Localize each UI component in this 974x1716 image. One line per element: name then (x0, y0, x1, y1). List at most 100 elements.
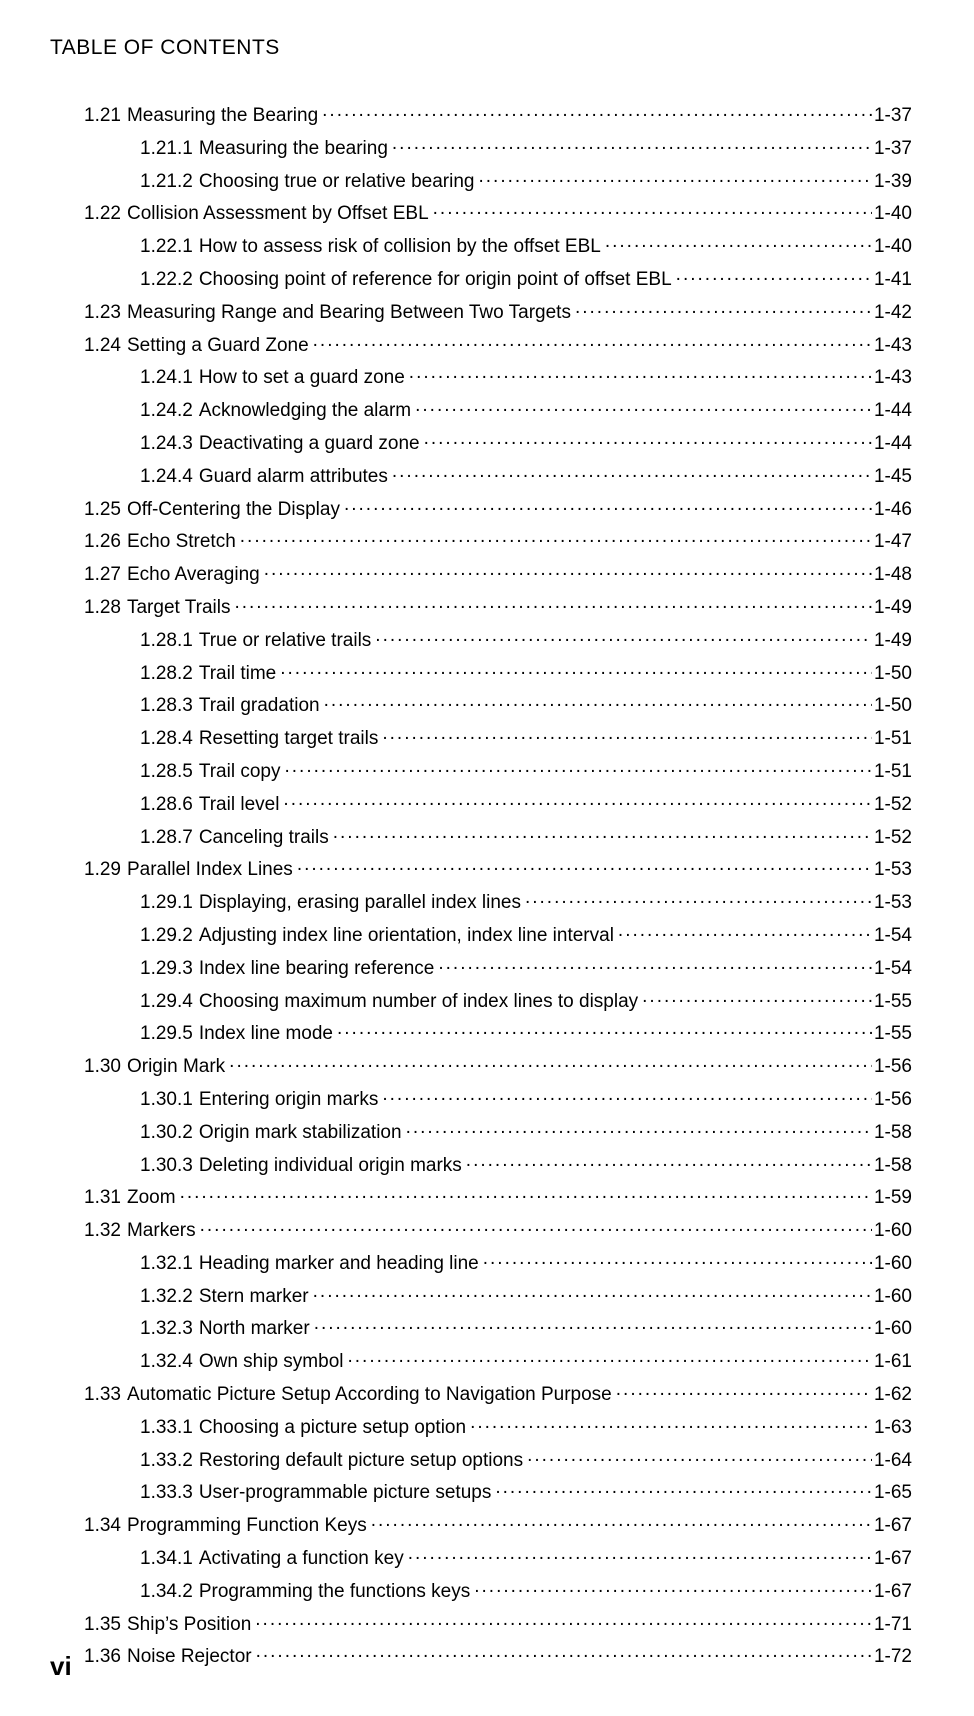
toc-entry-title: Markers (127, 1221, 196, 1240)
toc-entry-page: 1-54 (874, 959, 912, 978)
toc-entry-title: Origin mark stabilization (199, 1123, 402, 1142)
toc-entry: 1.28Target Trails1-49 (84, 594, 912, 617)
toc-entry-number: 1.33.2 (140, 1451, 193, 1470)
toc-entry: 1.22.2Choosing point of reference for or… (84, 266, 912, 289)
toc-entry-title: Trail level (199, 795, 280, 814)
toc-leader-dots (313, 332, 872, 351)
toc-entry-title: Automatic Picture Setup According to Nav… (127, 1385, 612, 1404)
toc-entry-number: 1.33 (84, 1385, 121, 1404)
toc-entry-number: 1.21 (84, 106, 121, 125)
toc-leader-dots (255, 1611, 872, 1630)
toc-entry: 1.24.2Acknowledging the alarm1-44 (84, 397, 912, 420)
toc-entry-page: 1-45 (874, 467, 912, 486)
toc-entry-page: 1-49 (874, 598, 912, 617)
toc-entry: 1.32.4Own ship symbol1-61 (84, 1348, 912, 1371)
toc-entry-title: User-programmable picture setups (199, 1483, 492, 1502)
toc-entry-title: Heading marker and heading line (199, 1254, 479, 1273)
toc-entry-number: 1.36 (84, 1647, 121, 1666)
toc-leader-dots (642, 988, 872, 1007)
toc-entry-title: Origin Mark (127, 1057, 225, 1076)
toc-entry-number: 1.32.2 (140, 1287, 193, 1306)
toc-leader-dots (483, 1250, 872, 1269)
toc-entry: 1.33.1Choosing a picture setup option1-6… (84, 1414, 912, 1437)
toc-entry-number: 1.24.4 (140, 467, 193, 486)
toc-entry-page: 1-46 (874, 500, 912, 519)
toc-entry-page: 1-56 (874, 1090, 912, 1109)
toc-leader-dots (470, 1414, 872, 1433)
toc-entry: 1.24.1How to set a guard zone1-43 (84, 364, 912, 387)
toc-leader-dots (283, 791, 872, 810)
toc-entry-page: 1-63 (874, 1418, 912, 1437)
toc-entry: 1.33.2Restoring default picture setup op… (84, 1447, 912, 1470)
toc-entry-title: Resetting target trails (199, 729, 379, 748)
toc-entry-number: 1.24 (84, 336, 121, 355)
toc-entry: 1.34Programming Function Keys1-67 (84, 1512, 912, 1535)
toc-leader-dots (575, 299, 872, 318)
toc-entry-number: 1.32 (84, 1221, 121, 1240)
toc-entry-title: North marker (199, 1319, 310, 1338)
toc-leader-dots (297, 856, 872, 875)
toc-entry-title: Echo Stretch (127, 532, 236, 551)
toc-entry: 1.29.2Adjusting index line orientation, … (84, 922, 912, 945)
toc-entry-title: Noise Rejector (127, 1647, 252, 1666)
toc-leader-dots (371, 1512, 872, 1531)
toc-entry-number: 1.30 (84, 1057, 121, 1076)
toc-leader-dots (406, 1119, 872, 1138)
toc-entry-number: 1.30.2 (140, 1123, 193, 1142)
toc-entry-number: 1.26 (84, 532, 121, 551)
toc-leader-dots (605, 233, 872, 252)
toc-entry-title: Programming the functions keys (199, 1582, 470, 1601)
toc-entry-page: 1-54 (874, 926, 912, 945)
toc-entry: 1.21Measuring the Bearing1-37 (84, 102, 912, 125)
toc-entry: 1.30.1Entering origin marks1-56 (84, 1086, 912, 1109)
toc-entry-title: Measuring the bearing (199, 139, 388, 158)
toc-entry-title: Canceling trails (199, 828, 329, 847)
toc-entry-page: 1-59 (874, 1188, 912, 1207)
toc-entry-number: 1.21.1 (140, 139, 193, 158)
toc-entry-page: 1-44 (874, 434, 912, 453)
toc-entry-title: Adjusting index line orientation, index … (199, 926, 614, 945)
toc-entry-page: 1-71 (874, 1615, 912, 1634)
toc-entry-number: 1.22.1 (140, 237, 193, 256)
toc-entry-number: 1.29.3 (140, 959, 193, 978)
toc-entry-page: 1-52 (874, 828, 912, 847)
toc-leader-dots (229, 1053, 872, 1072)
toc-leader-dots (676, 266, 872, 285)
toc-entry-number: 1.28.5 (140, 762, 193, 781)
toc-entry-number: 1.28.2 (140, 664, 193, 683)
toc-entry-number: 1.31 (84, 1188, 121, 1207)
toc-entry: 1.28.7Canceling trails1-52 (84, 824, 912, 847)
toc-leader-dots (415, 397, 872, 416)
toc-entry: 1.35 Ship’s Position 1-71 (84, 1611, 912, 1634)
toc-leader-dots (438, 955, 872, 974)
toc-entry-page: 1-49 (874, 631, 912, 650)
toc-entry-page: 1-53 (874, 860, 912, 879)
toc-leader-dots (180, 1184, 872, 1203)
toc-entry-number: 1.30.1 (140, 1090, 193, 1109)
toc-entry: 1.28.4Resetting target trails1-51 (84, 725, 912, 748)
toc-leader-dots (348, 1348, 872, 1367)
toc-entry-title: Index line mode (199, 1024, 333, 1043)
toc-entry-number: 1.30.3 (140, 1156, 193, 1175)
toc-entry-number: 1.35 (84, 1615, 121, 1634)
toc-leader-dots (333, 824, 872, 843)
toc-entry-page: 1-56 (874, 1057, 912, 1076)
toc-entry-title: Trail copy (199, 762, 281, 781)
toc-list: 1.21Measuring the Bearing1-37 1.21.1 Measu… (50, 102, 912, 1666)
page-title: TABLE OF CONTENTS (50, 36, 912, 60)
toc-entry-page: 1-41 (874, 270, 912, 289)
toc-leader-dots (256, 1643, 872, 1662)
toc-entry-title: Ship’s Position (127, 1615, 251, 1634)
toc-leader-dots (424, 430, 872, 449)
toc-entry-number: 1.24.2 (140, 401, 193, 420)
toc-entry-page: 1-64 (874, 1451, 912, 1470)
toc-leader-dots (284, 758, 871, 777)
toc-entry-number: 1.28 (84, 598, 121, 617)
toc-leader-dots (200, 1217, 872, 1236)
toc-entry-number: 1.28.1 (140, 631, 193, 650)
toc-entry-number: 1.34.2 (140, 1582, 193, 1601)
toc-leader-dots (375, 627, 872, 646)
toc-entry-page: 1-43 (874, 336, 912, 355)
toc-entry-page: 1-40 (874, 237, 912, 256)
toc-entry: 1.23Measuring Range and Bearing Between … (84, 299, 912, 322)
